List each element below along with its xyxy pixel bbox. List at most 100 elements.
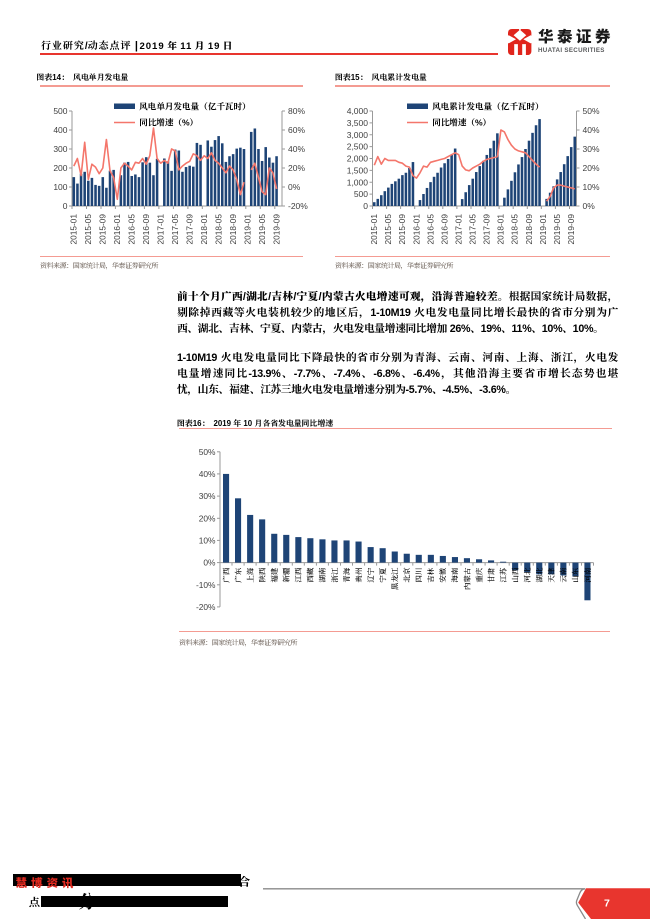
svg-text:黑龙江: 黑龙江 (390, 567, 401, 590)
svg-text:30%: 30% (583, 144, 600, 154)
svg-text:2019-09: 2019-09 (566, 214, 576, 245)
svg-text:广东: 广东 (233, 567, 244, 582)
svg-text:100: 100 (53, 182, 67, 192)
svg-text:2015-01: 2015-01 (69, 214, 79, 245)
svg-text:西藏: 西藏 (305, 567, 316, 582)
svg-text:2015-09: 2015-09 (397, 214, 407, 245)
svg-text:60%: 60% (288, 125, 305, 135)
svg-text:2018-09: 2018-09 (524, 214, 534, 245)
svg-text:20%: 20% (583, 163, 600, 173)
svg-text:2017-01: 2017-01 (454, 214, 464, 245)
svg-text:辽宁: 辽宁 (365, 567, 376, 582)
svg-text:4,000: 4,000 (347, 106, 369, 116)
svg-text:2018-01: 2018-01 (496, 214, 506, 245)
svg-text:2016-01: 2016-01 (112, 214, 122, 245)
svg-text:山西: 山西 (510, 567, 521, 582)
svg-text:云南: 云南 (558, 567, 569, 582)
svg-text:湖南: 湖南 (317, 567, 328, 582)
svg-text:10%: 10% (583, 182, 600, 192)
svg-text:四川: 四川 (414, 568, 425, 583)
svg-text:上海: 上海 (245, 567, 256, 582)
svg-text:2017-05: 2017-05 (170, 214, 180, 245)
svg-text:-20%: -20% (196, 602, 216, 612)
svg-text:同比增速（%）: 同比增速（%） (432, 117, 491, 129)
svg-text:7: 7 (604, 898, 610, 910)
svg-text:2019-05: 2019-05 (257, 214, 267, 245)
svg-text:2017-01: 2017-01 (156, 214, 166, 245)
svg-text:0: 0 (63, 201, 68, 211)
svg-text:2019-09: 2019-09 (271, 214, 281, 245)
svg-text:-20%: -20% (288, 201, 308, 211)
svg-text:40%: 40% (583, 125, 600, 135)
svg-text:北京: 北京 (402, 567, 413, 582)
svg-text:江西: 江西 (293, 567, 304, 582)
svg-text:宁夏: 宁夏 (378, 567, 389, 582)
svg-text:江苏: 江苏 (498, 567, 509, 582)
svg-text:同比增速（%）: 同比增速（%） (139, 117, 198, 129)
svg-text:0%: 0% (288, 182, 301, 192)
svg-text:2016-09: 2016-09 (141, 214, 151, 245)
svg-text:2018-05: 2018-05 (213, 214, 223, 245)
svg-text:10%: 10% (199, 535, 216, 545)
svg-text:陕西: 陕西 (257, 567, 268, 582)
svg-text:2016-05: 2016-05 (127, 214, 137, 245)
svg-text:400: 400 (53, 125, 67, 135)
svg-text:80%: 80% (288, 106, 305, 116)
svg-text:20%: 20% (288, 163, 305, 173)
svg-text:-10%: -10% (196, 580, 216, 590)
svg-text:贵州: 贵州 (353, 567, 364, 582)
svg-text:2015-09: 2015-09 (98, 214, 108, 245)
svg-text:青海: 青海 (341, 567, 352, 582)
svg-text:海南: 海南 (450, 567, 461, 582)
svg-text:40%: 40% (199, 469, 216, 479)
svg-text:安徽: 安徽 (438, 567, 449, 582)
svg-text:2015-05: 2015-05 (383, 214, 393, 245)
svg-text:2016-01: 2016-01 (411, 214, 421, 245)
svg-text:2017-05: 2017-05 (468, 214, 478, 245)
svg-text:2017-09: 2017-09 (185, 214, 195, 245)
svg-text:2019-01: 2019-01 (538, 214, 548, 245)
svg-text:2018-09: 2018-09 (228, 214, 238, 245)
svg-text:2018-05: 2018-05 (510, 214, 520, 245)
svg-text:2,000: 2,000 (347, 154, 369, 164)
svg-text:新疆: 新疆 (281, 567, 292, 582)
svg-text:山东: 山东 (570, 567, 581, 582)
svg-text:500: 500 (354, 189, 368, 199)
svg-text:2017-09: 2017-09 (482, 214, 492, 245)
svg-text:风电累计发电量（亿千瓦时）: 风电累计发电量（亿千瓦时） (432, 101, 544, 113)
svg-text:20%: 20% (199, 513, 216, 523)
svg-text:2015-05: 2015-05 (83, 214, 93, 245)
svg-text:2019-05: 2019-05 (552, 214, 562, 245)
svg-text:风电单月发电量（亿千瓦时）: 风电单月发电量（亿千瓦时） (139, 101, 251, 113)
svg-text:30%: 30% (199, 491, 216, 501)
svg-text:天津: 天津 (546, 567, 557, 582)
svg-text:3,500: 3,500 (347, 118, 369, 128)
svg-text:200: 200 (53, 163, 67, 173)
svg-text:河北: 河北 (522, 567, 533, 582)
svg-text:福建: 福建 (269, 567, 280, 582)
svg-text:0%: 0% (203, 558, 216, 568)
svg-text:2016-05: 2016-05 (425, 214, 435, 245)
svg-text:广西: 广西 (221, 567, 232, 582)
svg-text:2015-01: 2015-01 (369, 214, 379, 245)
svg-text:0%: 0% (583, 201, 596, 211)
svg-text:2016-09: 2016-09 (439, 214, 449, 245)
svg-text:0: 0 (363, 201, 368, 211)
svg-text:1,500: 1,500 (347, 165, 369, 175)
svg-text:重庆: 重庆 (474, 567, 485, 582)
svg-text:2019-01: 2019-01 (242, 214, 252, 245)
svg-text:内蒙古: 内蒙古 (462, 567, 473, 590)
svg-text:2,500: 2,500 (347, 142, 369, 152)
svg-text:河南: 河南 (582, 567, 593, 582)
svg-text:500: 500 (53, 106, 67, 116)
svg-text:40%: 40% (288, 144, 305, 154)
svg-text:1,000: 1,000 (347, 177, 369, 187)
svg-text:湖北: 湖北 (534, 567, 545, 582)
svg-text:浙江: 浙江 (329, 567, 340, 582)
svg-text:吉林: 吉林 (426, 567, 437, 582)
svg-text:2018-01: 2018-01 (199, 214, 209, 245)
svg-text:300: 300 (53, 144, 67, 154)
svg-text:甘肃: 甘肃 (486, 567, 497, 582)
svg-text:50%: 50% (199, 447, 216, 457)
svg-text:3,000: 3,000 (347, 130, 369, 140)
